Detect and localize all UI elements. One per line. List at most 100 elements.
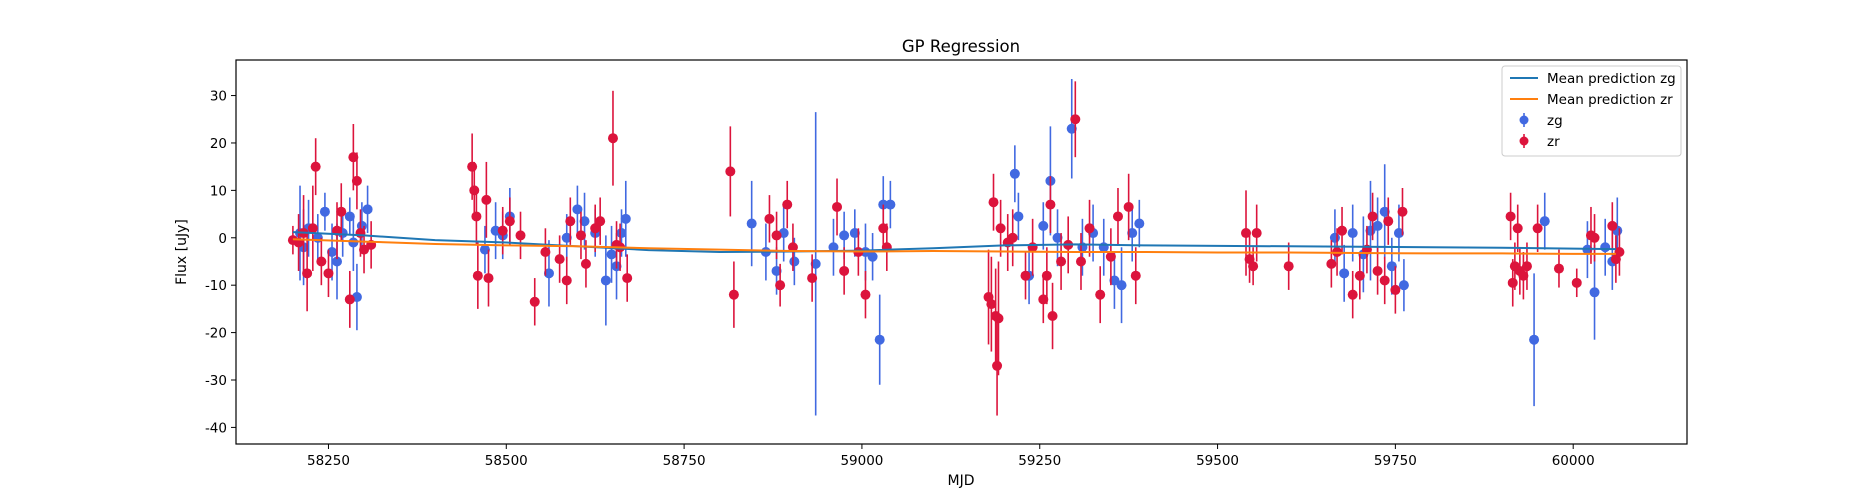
data-point-zr <box>472 270 483 281</box>
legend-label: Mean prediction zg <box>1547 71 1676 87</box>
data-point-zr <box>561 275 572 286</box>
y-tick-label: 0 <box>218 231 227 247</box>
data-point-zr <box>359 244 370 255</box>
y-tick-label: -40 <box>205 420 227 436</box>
data-point-zg <box>1134 218 1145 229</box>
data-point-zg <box>1379 206 1390 217</box>
data-point-zr <box>529 296 540 307</box>
y-tick-label: -30 <box>205 373 227 389</box>
data-point-zg <box>874 334 885 345</box>
x-tick-label: 59500 <box>1196 453 1239 469</box>
data-point-zr <box>1123 201 1134 212</box>
data-point-zr <box>1041 270 1052 281</box>
chart-title: GP Regression <box>902 37 1020 56</box>
data-point-zr <box>1518 270 1529 281</box>
data-point-zg <box>319 206 330 217</box>
data-point-zr <box>336 206 347 217</box>
data-point-zg <box>746 218 757 229</box>
data-point-zr <box>1326 258 1337 269</box>
data-point-zr <box>782 199 793 210</box>
legend: Mean prediction zg Mean prediction zr zg zr <box>1501 65 1682 157</box>
data-point-zg <box>1052 232 1063 243</box>
data-point-zr <box>469 185 480 196</box>
data-point-zr <box>504 216 515 227</box>
data-point-zr <box>323 268 334 279</box>
data-point-zr <box>1521 261 1532 272</box>
data-point-zg <box>828 242 839 253</box>
data-point-zr <box>1347 289 1358 300</box>
y-axis: -40 -30 -20 -10 0 10 20 30 <box>205 89 236 436</box>
data-point-zg <box>839 230 850 241</box>
data-point-zg <box>348 237 359 248</box>
data-point-zr <box>483 273 494 284</box>
data-point-zr <box>1020 270 1031 281</box>
data-point-zg <box>1398 280 1409 291</box>
data-point-zr <box>771 230 782 241</box>
data-point-zr <box>775 280 786 291</box>
data-point-zr <box>355 228 366 239</box>
x-tick-label: 60000 <box>1552 453 1595 469</box>
data-point-zr <box>1337 225 1348 236</box>
data-point-zr <box>1367 211 1378 222</box>
data-point-zr <box>1379 275 1390 286</box>
data-point-zr <box>787 242 798 253</box>
legend-label: zg <box>1547 113 1563 129</box>
series-zg <box>295 78 1623 416</box>
data-point-zr <box>1553 263 1564 274</box>
y-tick-label: 20 <box>210 136 227 152</box>
data-point-zr <box>307 223 318 234</box>
data-point-zr <box>992 360 1003 371</box>
data-point-zr <box>1105 251 1116 262</box>
data-point-zr <box>1038 294 1049 305</box>
mean-prediction-zr-line <box>292 238 1616 255</box>
data-point-zr <box>1251 228 1262 239</box>
data-point-zr <box>878 223 889 234</box>
y-tick-label: 30 <box>210 89 227 105</box>
data-point-zg <box>1589 287 1600 298</box>
data-point-zg <box>1013 211 1024 222</box>
data-point-zr <box>1571 277 1582 288</box>
data-point-zg <box>620 213 631 224</box>
x-axis: 58250 58500 58750 59000 59250 59500 59750 60000 <box>307 444 1595 469</box>
data-point-zr <box>986 299 997 310</box>
data-point-zg <box>810 258 821 269</box>
data-point-zg <box>867 251 878 262</box>
data-point-zr <box>1241 228 1252 239</box>
data-point-zg <box>1539 216 1550 227</box>
x-tick-label: 59000 <box>840 453 883 469</box>
data-point-zg <box>1127 228 1138 239</box>
data-point-zg <box>479 244 490 255</box>
data-point-zr <box>1070 114 1081 125</box>
data-point-zg <box>606 249 617 260</box>
data-point-zg <box>327 247 338 257</box>
legend-marker-swatch <box>1519 136 1529 146</box>
data-point-zg <box>1109 275 1120 286</box>
data-point-zg <box>543 268 554 279</box>
data-point-zr <box>1397 206 1408 217</box>
data-point-zr <box>348 152 359 163</box>
data-point-zg <box>1116 280 1127 291</box>
y-axis-label: Flux [uJy] <box>174 219 190 285</box>
data-point-zg <box>1600 242 1611 253</box>
data-point-zr <box>351 175 362 186</box>
data-point-zr <box>554 254 565 265</box>
data-point-zr <box>1075 256 1086 267</box>
data-point-zg <box>1066 123 1077 134</box>
data-point-zr <box>1354 270 1365 281</box>
data-point-zr <box>1056 256 1067 267</box>
data-point-zr <box>1614 247 1625 257</box>
x-tick-label: 58250 <box>307 453 350 469</box>
data-point-zg <box>1009 168 1020 179</box>
data-point-zr <box>1512 223 1523 234</box>
data-point-zr <box>1372 265 1383 276</box>
data-point-zr <box>725 166 736 177</box>
data-point-zr <box>481 194 492 205</box>
data-point-zr <box>993 313 1004 324</box>
y-tick-label: 10 <box>210 183 227 199</box>
x-tick-label: 58750 <box>663 453 706 469</box>
data-point-zr <box>316 256 327 267</box>
data-point-zg <box>849 228 860 239</box>
data-point-zr <box>565 216 576 227</box>
data-point-zg <box>771 265 782 276</box>
